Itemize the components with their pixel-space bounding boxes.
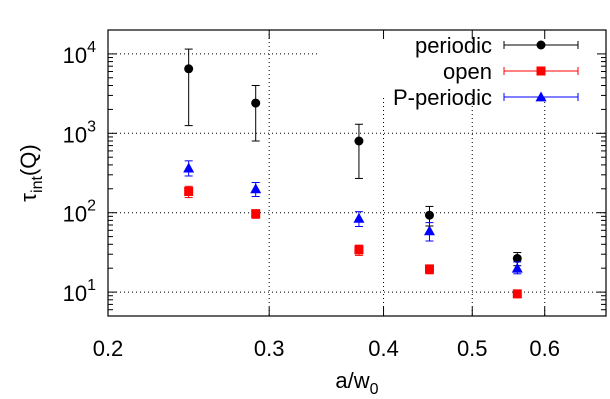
grid-layer (108, 30, 606, 316)
data-point (424, 264, 434, 274)
data-point (251, 98, 261, 108)
series-open (184, 185, 522, 299)
data-point (353, 212, 365, 223)
series-periodic (184, 48, 522, 267)
series-p-periodic (183, 160, 523, 275)
x-tick-label: 0.5 (457, 336, 488, 361)
legend-label: P-periodic (393, 85, 492, 110)
x-tick-label: 0.2 (93, 336, 124, 361)
data-point (354, 136, 364, 146)
legend-item: periodic (415, 33, 579, 58)
data-point (354, 245, 364, 255)
x-tick-label: 0.6 (529, 336, 560, 361)
data-point (424, 210, 434, 220)
legend-label: periodic (415, 33, 492, 58)
x-axis-label-sub: 0 (370, 381, 379, 398)
y-axis-label-sub: int (29, 176, 46, 193)
data-point (184, 186, 194, 196)
y-tick-label: 101 (63, 277, 96, 306)
data-point (251, 209, 261, 219)
legend-label: open (443, 59, 492, 84)
data-point (512, 289, 522, 299)
legend-item: P-periodic (393, 85, 579, 110)
data-point (184, 64, 194, 74)
y-axis-label-suffix: (Q) (16, 144, 41, 176)
x-axis-label: a/w0 (335, 368, 378, 398)
x-tick-label: 0.3 (254, 336, 285, 361)
y-tick-label: 104 (63, 39, 96, 68)
data-point (511, 262, 523, 273)
legend-marker (536, 40, 546, 50)
data-point (512, 253, 522, 263)
y-tick-label: 103 (63, 118, 96, 147)
data-layer (183, 48, 523, 299)
tick-layer: 0.2 0.3 0.4 0.5 0.6 101 102 103 104 (63, 29, 607, 361)
y-tick-label: 102 (63, 198, 96, 227)
data-point (423, 225, 435, 236)
legend-item: open (443, 59, 579, 84)
legend-marker (536, 66, 546, 76)
data-point (183, 162, 195, 173)
legend-marker (535, 91, 547, 102)
y-axis-label: τint(Q) (16, 144, 46, 201)
x-tick-label: 0.4 (368, 336, 399, 361)
data-point (250, 183, 262, 194)
plot-frame (107, 29, 607, 317)
